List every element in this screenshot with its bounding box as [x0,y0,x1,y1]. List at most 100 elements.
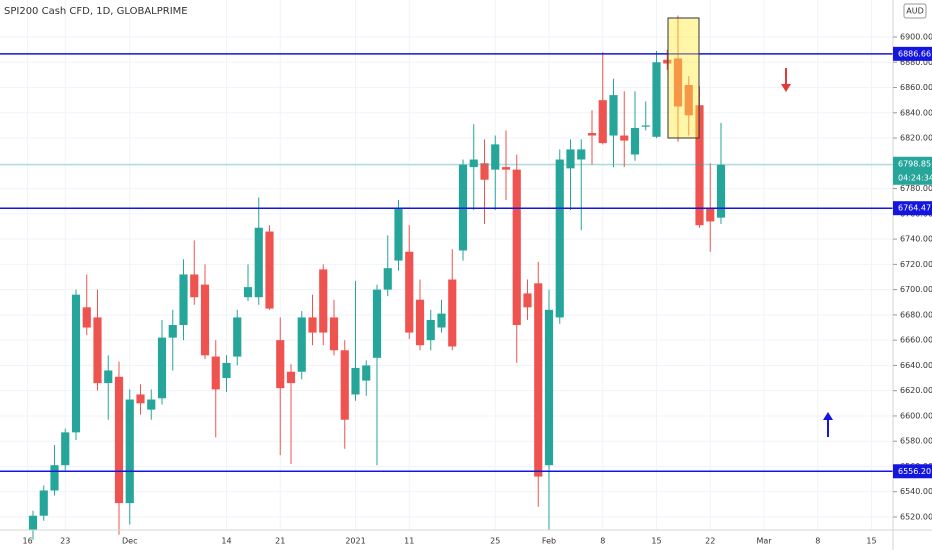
y-tick-label: 6540.00 [900,487,932,496]
candle-body [222,362,231,379]
candle-body [329,317,339,351]
y-tick-label: 6580.00 [900,437,932,446]
candle-body [362,365,371,381]
countdown-label: 04:24:34 [898,173,932,182]
candle-body [641,125,650,127]
candle-body [104,370,113,384]
candle-body [512,169,521,325]
candle-body [39,490,48,516]
y-tick-label: 6740.00 [900,235,932,244]
candle-body [276,340,285,389]
candle-body [480,163,489,180]
y-tick-label: 6700.00 [900,285,932,294]
candle-body [630,127,640,155]
candle-body [544,309,554,466]
candle-body [577,149,586,160]
y-tick-label: 6660.00 [900,336,932,345]
candle-body [501,167,511,170]
y-tick-label: 6780.00 [900,184,932,193]
level-label: 6556.20 [898,467,931,476]
level-label: 6886.66 [898,49,931,58]
level-box [893,201,932,216]
x-tick-label: 15 [651,537,661,546]
current-price-label: 6798.85 [898,159,931,168]
candle-body [620,135,629,141]
y-tick-label: 6820.00 [900,134,932,143]
candle-body [716,164,726,218]
candle-body [415,299,425,346]
x-tick-label: 2021 [345,537,365,546]
candle-body [28,515,38,530]
x-tick-label: 25 [490,537,500,546]
candle-body [265,231,274,309]
currency: AUD [906,7,924,16]
x-tick-label: Mar [756,537,772,546]
currency-box [903,3,927,19]
highlight-box [667,17,700,139]
candle-body [190,274,199,298]
candle-body [179,274,188,325]
x-tick-label: Feb [542,537,556,546]
candle-body [340,350,349,420]
candle-body [243,287,253,298]
chart-title: SPI200 Cash CFD, 1D, GLOBALPRIME [4,6,188,17]
y-tick-label: 6680.00 [900,310,932,319]
candle-body [437,313,446,328]
candle-body [598,100,607,144]
x-tick-label: 8 [600,537,605,546]
candle-body [136,394,145,404]
level-box [893,46,932,61]
candle-body [286,371,296,384]
axes: 6520.006540.006560.006580.006600.006620.… [23,33,932,546]
candle-body [372,289,382,358]
candle-body [566,149,575,169]
candle-body [523,293,532,308]
x-tick-label: 16 [23,537,33,546]
candle-body [93,317,102,384]
level-box [893,464,932,479]
plot [0,0,893,540]
candle-body [233,317,242,357]
candle-body [405,251,414,333]
candle-body [491,144,500,170]
candle-body [351,367,360,395]
y-tick-label: 6900.00 [900,33,932,42]
candle-body [147,399,156,410]
y-tick-label: 6600.00 [900,411,932,420]
candle-body [71,294,81,433]
candle-body [319,269,328,333]
down-arrow [781,68,791,92]
level-label: 6764.47 [898,204,931,213]
current-price-box [893,156,932,185]
y-tick-label: 6840.00 [900,108,932,117]
candle-body [673,58,683,107]
y-tick-label: 6620.00 [900,386,932,395]
candle-body [61,432,70,466]
candle-body [426,319,435,341]
y-tick-label: 6640.00 [900,361,932,370]
candle-body [82,307,91,328]
x-tick-label: 11 [404,537,414,546]
candle-body [297,317,306,372]
candle-body [383,268,392,290]
candle-body [254,227,263,298]
candle-body [157,337,167,399]
candle-body [706,207,715,222]
candle-body [114,376,124,504]
candle-body [448,279,457,347]
y-tick-label: 6720.00 [900,260,932,269]
candle-body [125,399,134,504]
x-tick-label: 21 [275,537,285,546]
x-tick-label: Dec [122,537,137,546]
candle-body [200,284,210,356]
candle-body [394,207,403,261]
candle-body [168,324,177,338]
candle-body [587,133,597,136]
y-tick-label: 6860.00 [900,83,932,92]
candle-body [663,59,672,64]
candle-body [534,283,543,477]
x-tick-label: 15 [866,537,876,546]
candle-body [308,317,317,333]
